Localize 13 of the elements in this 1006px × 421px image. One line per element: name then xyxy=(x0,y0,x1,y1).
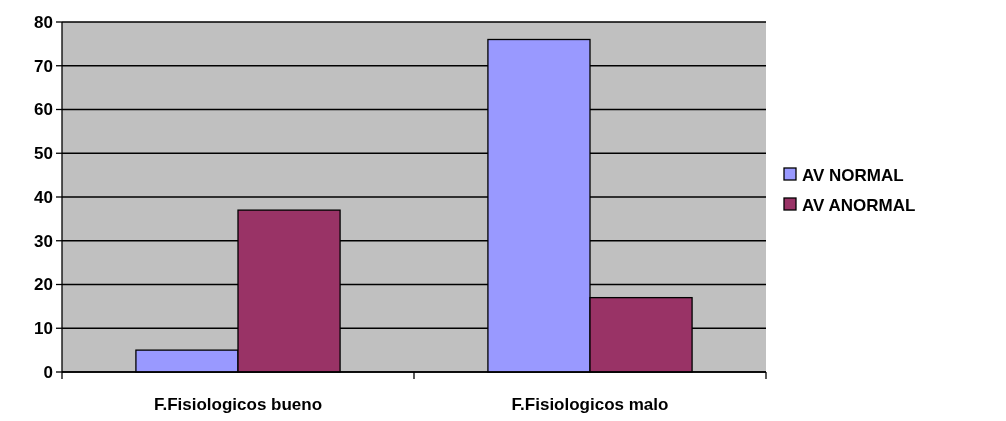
y-tick-label: 10 xyxy=(34,319,53,339)
x-tick-label: F.Fisiologicos bueno xyxy=(153,395,323,414)
x-tick-label: F.Fisiologicos malo xyxy=(511,395,669,414)
legend-label: AV ANORMAL xyxy=(802,195,916,215)
y-tick-label: 20 xyxy=(34,275,53,295)
y-tick-label: 40 xyxy=(34,187,53,207)
y-tick-label: 50 xyxy=(34,144,53,164)
y-tick-label: 70 xyxy=(34,56,53,76)
legend-label: AV NORMAL xyxy=(802,165,904,185)
y-tick-label: 60 xyxy=(34,100,53,120)
y-tick-label: 30 xyxy=(34,231,53,251)
y-tick-label: 80 xyxy=(34,12,53,32)
y-tick-label: 0 xyxy=(43,362,53,382)
